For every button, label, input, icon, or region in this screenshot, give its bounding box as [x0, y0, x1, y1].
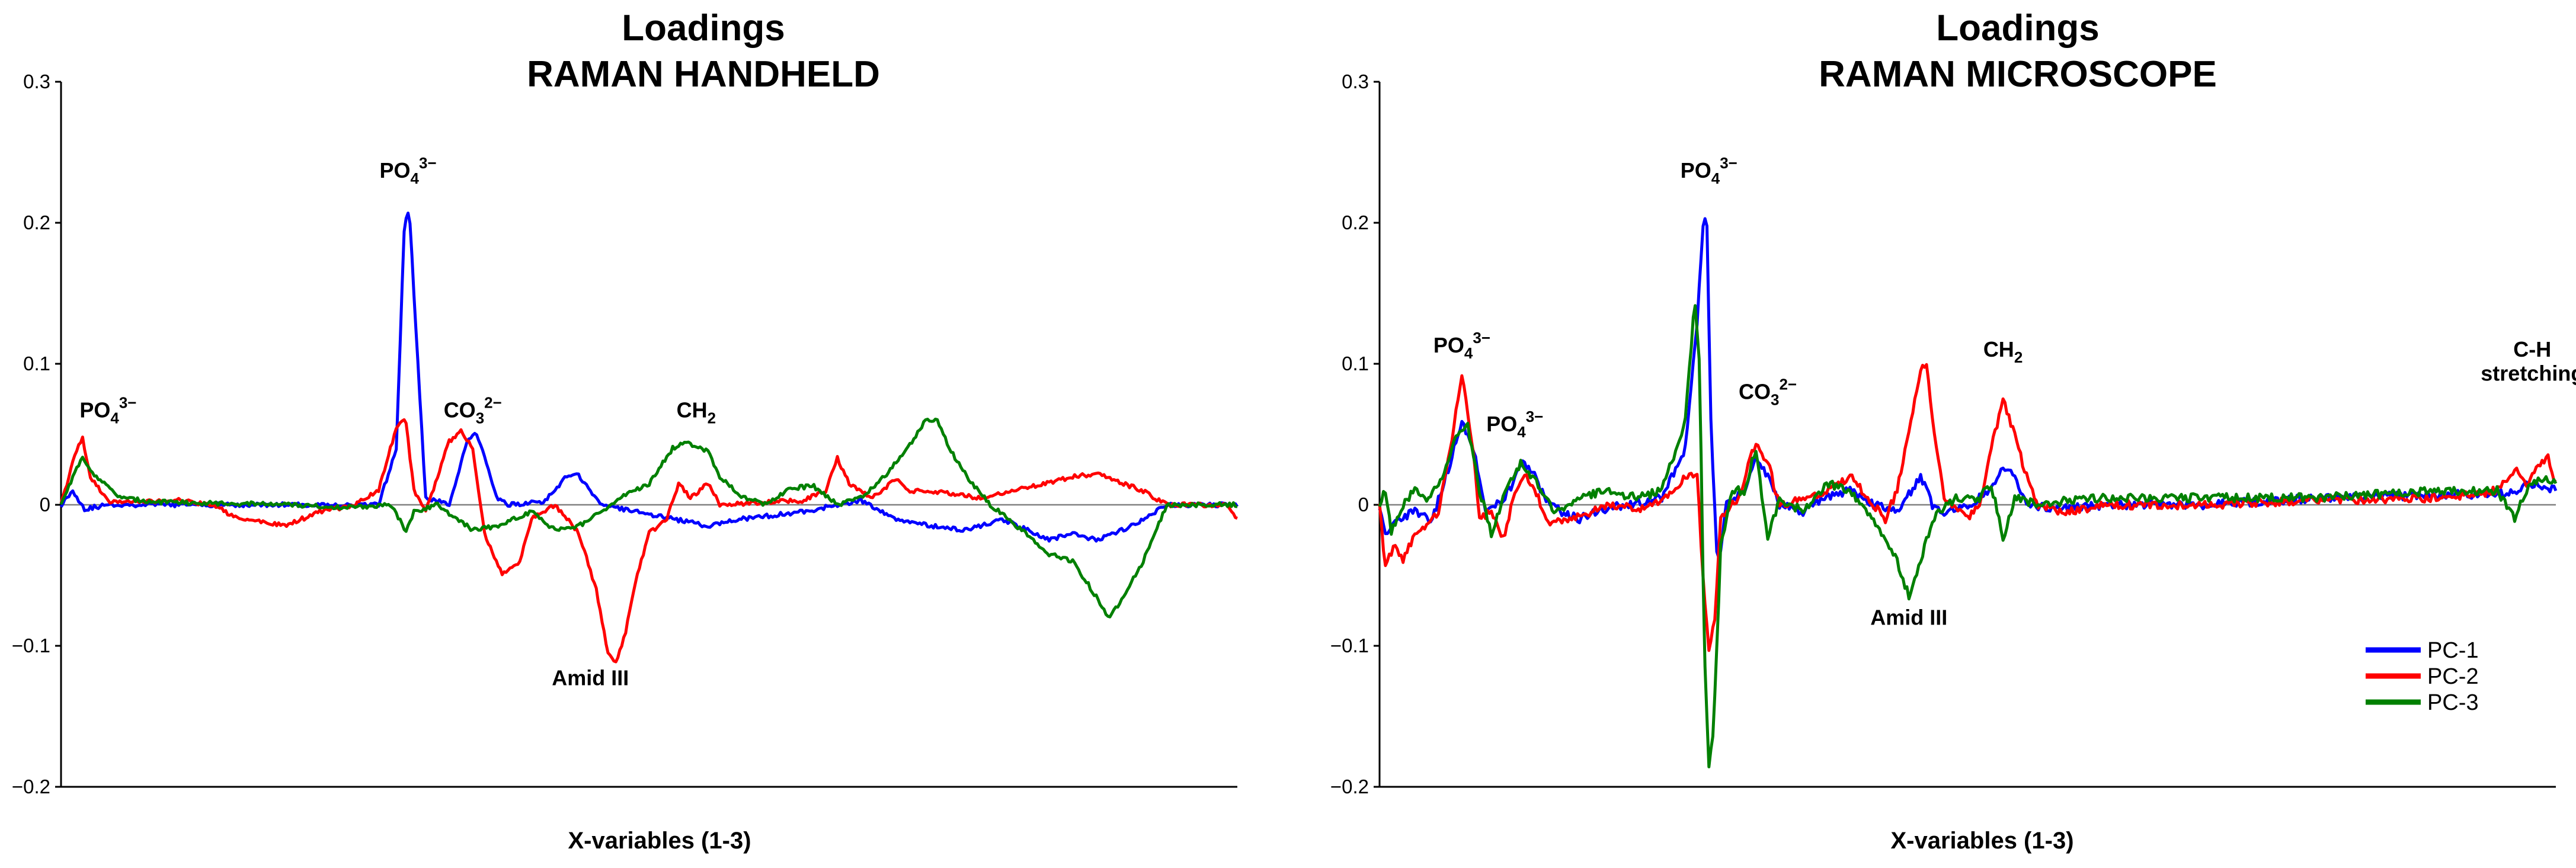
- y-tick-label: −0.2: [12, 776, 50, 797]
- peak-label-text: PO: [380, 158, 411, 182]
- peak-label-text: CO: [1739, 380, 1771, 404]
- chart-subtitle: RAMAN MICROSCOPE: [1819, 54, 2217, 95]
- y-tick-label: 0.2: [23, 212, 50, 233]
- chart-panel-handheld: Loadings RAMAN HANDHELD 0.3 0.2 0.1 0 −0.1 −0…: [12, 8, 1239, 854]
- peak-label-superscript: 3−: [419, 154, 437, 172]
- y-tick-label: 0.3: [1342, 71, 1369, 92]
- peak-label: CO32−: [1739, 376, 1797, 409]
- peak-label-text: CH: [677, 398, 708, 422]
- series-line-pc-3: [59, 417, 1238, 619]
- y-tick-group: 0.3 0.2 0.1 0 −0.1 −0.2: [1330, 71, 1380, 797]
- legend-label-pc-1: PC-1: [2427, 638, 2479, 663]
- peak-label-superscript: 3−: [1526, 408, 1544, 425]
- peak-label-superscript: 2−: [484, 393, 502, 411]
- peak-label: PO43−: [1433, 329, 1490, 362]
- y-tick-label: 0: [1358, 494, 1369, 515]
- peak-label: C-H: [2513, 337, 2551, 361]
- y-tick-label: 0.3: [23, 71, 50, 92]
- peak-label: PO43−: [1681, 154, 1737, 187]
- peak-label-subscript: 4: [1464, 344, 1473, 362]
- peak-label-text: stretching: [2481, 361, 2576, 386]
- peak-label-text: CH: [1983, 337, 2014, 361]
- y-tick-label: −0.1: [1330, 635, 1369, 656]
- peak-label-text: PO: [1433, 333, 1464, 357]
- legend-item-pc-3: PC-3: [2366, 690, 2479, 715]
- chart-title: Loadings: [622, 8, 785, 49]
- legend-label-pc-3: PC-3: [2427, 690, 2479, 715]
- chart-subtitle: RAMAN HANDHELD: [527, 54, 880, 95]
- y-tick-label: 0.1: [23, 353, 50, 374]
- legend-label-pc-2: PC-2: [2427, 664, 2479, 689]
- peak-label: Amid III: [1870, 605, 1947, 629]
- peak-label-text: Amid III: [1870, 605, 1947, 629]
- peak-label-text: CO: [444, 398, 476, 422]
- peak-label: stretching: [2481, 361, 2576, 386]
- peak-label-subscript: 3: [476, 409, 484, 427]
- peak-label-text: Amid III: [552, 666, 629, 690]
- peak-label: CH2: [677, 398, 716, 427]
- chart-title: Loadings: [1936, 8, 2100, 49]
- y-tick-label: 0: [40, 494, 50, 515]
- series-line-pc-2: [59, 418, 1238, 664]
- peak-label-text: PO: [1486, 412, 1517, 436]
- series-line-pc-1: [1378, 217, 2558, 559]
- peak-label-text: PO: [1681, 158, 1711, 182]
- peak-label-subscript: 3: [1771, 391, 1779, 409]
- x-axis-label: X-variables (1-3): [1890, 828, 2073, 854]
- y-tick-label: −0.2: [1330, 776, 1369, 797]
- peak-label-subscript: 2: [2014, 348, 2023, 366]
- peak-label-superscript: 2−: [1779, 376, 1797, 393]
- chart-panel-microscope: Loadings RAMAN MICROSCOPE 0.3 0.2 0.1 0 −0.1…: [1330, 8, 2576, 854]
- series-group: [1378, 217, 2558, 768]
- y-tick-group: 0.3 0.2 0.1 0 −0.1 −0.2: [12, 71, 61, 797]
- y-tick-label: 0.1: [1342, 353, 1369, 374]
- peak-label: Amid III: [552, 666, 629, 690]
- peak-label: CO32−: [444, 393, 502, 427]
- legend: PC-1 PC-2 PC-3: [2366, 638, 2479, 715]
- peak-label-subscript: 4: [1711, 169, 1720, 187]
- peak-label-subscript: 4: [1517, 423, 1526, 441]
- x-axis-label: X-variables (1-3): [568, 828, 751, 854]
- peak-label-subscript: 4: [411, 169, 420, 187]
- peak-label: PO43−: [79, 393, 136, 427]
- peak-label-text: PO: [79, 398, 110, 422]
- peak-label: CH2: [1983, 337, 2023, 366]
- legend-item-pc-2: PC-2: [2366, 664, 2479, 689]
- series-group: [59, 212, 1239, 664]
- legend-item-pc-1: PC-1: [2366, 638, 2479, 663]
- peak-label-superscript: 3−: [1720, 154, 1737, 172]
- y-tick-label: −0.1: [12, 635, 50, 656]
- y-tick-label: 0.2: [1342, 212, 1369, 233]
- peak-label-subscript: 2: [708, 409, 716, 427]
- peak-label-subscript: 4: [110, 409, 119, 427]
- peak-label: PO43−: [380, 154, 437, 187]
- series-line-pc-1: [59, 212, 1239, 543]
- peak-label-superscript: 3−: [119, 393, 137, 411]
- peak-label-text: C-H: [2513, 337, 2551, 361]
- series-line-pc-3: [1378, 304, 2558, 768]
- peak-label: PO43−: [1486, 408, 1543, 441]
- peak-label-superscript: 3−: [1473, 329, 1490, 347]
